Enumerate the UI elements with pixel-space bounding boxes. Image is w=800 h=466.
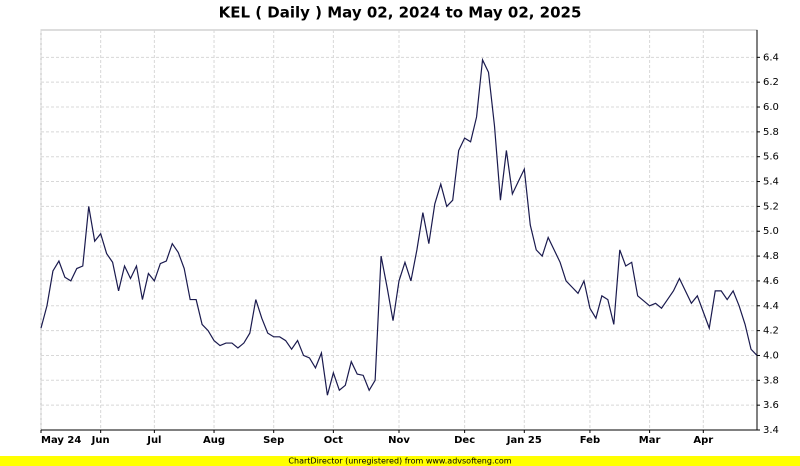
y-tick-label: 3.6 (763, 400, 779, 411)
y-tick-label: 5.8 (763, 127, 779, 138)
x-tick-label: Jul (146, 435, 161, 446)
x-tick-label: Sep (263, 435, 284, 446)
x-tick-label: Jan 25 (506, 435, 542, 446)
y-tick-label: 5.6 (763, 152, 779, 163)
footer-bar (0, 456, 800, 466)
y-tick-label: 4.0 (763, 350, 779, 361)
x-tick-label: Oct (324, 435, 343, 446)
y-tick-label: 4.6 (763, 276, 779, 287)
x-tick-label: May 24 (41, 435, 81, 446)
x-tick-label: Nov (388, 435, 410, 446)
y-tick-label: 4.2 (763, 326, 779, 337)
y-tick-label: 4.8 (763, 251, 779, 262)
y-tick-label: 5.4 (763, 177, 779, 188)
y-tick-label: 4.4 (763, 301, 779, 312)
x-tick-label: Jun (91, 435, 110, 446)
x-tick-label: Apr (693, 435, 713, 446)
x-tick-label: Feb (580, 435, 600, 446)
y-tick-label: 3.8 (763, 375, 779, 386)
chart-title: KEL ( Daily ) May 02, 2024 to May 02, 20… (219, 4, 582, 22)
y-tick-label: 5.0 (763, 226, 779, 237)
y-tick-label: 6.0 (763, 102, 779, 113)
y-tick-label: 5.2 (763, 201, 779, 212)
x-tick-label: Mar (639, 435, 661, 446)
price-line (40, 57, 758, 396)
y-tick-label: 3.4 (763, 425, 779, 436)
y-tick-label: 6.2 (763, 77, 779, 88)
x-tick-label: Aug (203, 435, 225, 446)
y-tick-label: 6.4 (763, 52, 779, 63)
footer: ChartDirector (unregistered) from www.ad… (288, 457, 511, 466)
x-tick-label: Dec (454, 435, 475, 446)
